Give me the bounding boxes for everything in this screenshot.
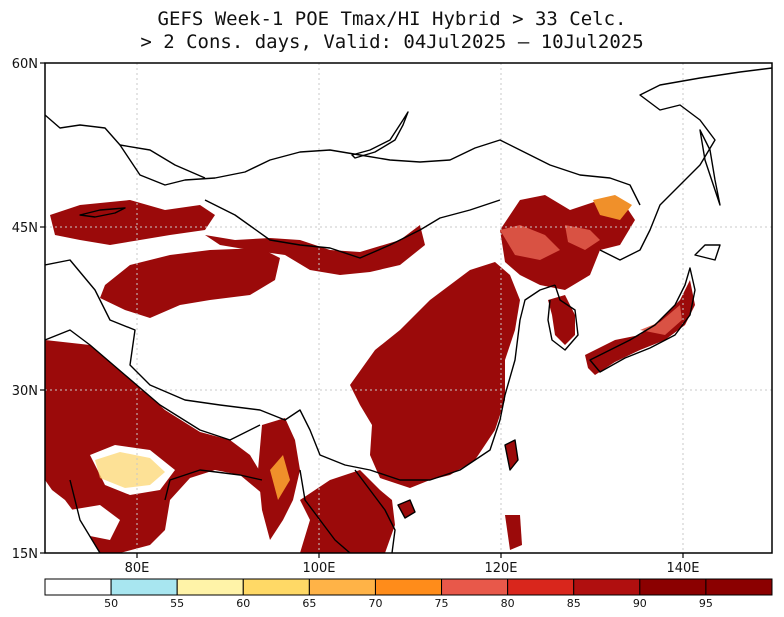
lat-label-60n: 60N xyxy=(12,57,38,72)
colorbar-label: 90 xyxy=(633,597,647,610)
lon-label-140e: 140E xyxy=(666,561,699,576)
colorbar-swatch xyxy=(176,578,244,596)
colorbar-swatch xyxy=(639,578,707,596)
colorbar-label: 75 xyxy=(435,597,449,610)
colorbar-label: 50 xyxy=(104,597,118,610)
colorbar-label: 70 xyxy=(368,597,382,610)
colorbar-swatch xyxy=(308,578,376,596)
poe-mid-region xyxy=(500,225,682,335)
map-frame xyxy=(44,62,773,554)
colorbar: 50 55 60 65 70 75 80 85 90 95 xyxy=(44,578,773,610)
colorbar-swatch xyxy=(242,578,310,596)
colorbar-swatch xyxy=(44,578,112,596)
lon-label-120e: 120E xyxy=(484,561,517,576)
colorbar-swatch xyxy=(507,578,575,596)
lat-label-30n: 30N xyxy=(12,384,38,399)
colorbar-swatch xyxy=(374,578,443,596)
map-title-line-1: GEFS Week-1 POE Tmax/HI Hybrid > 33 Celc… xyxy=(157,8,627,30)
map-title-line-2: > 2 Cons. days, Valid: 04Jul2025 – 10Jul… xyxy=(140,31,644,53)
colorbar-swatch xyxy=(441,578,509,596)
colorbar-label: 95 xyxy=(699,597,713,610)
lat-label-15n: 15N xyxy=(12,547,38,562)
colorbar-swatch xyxy=(705,578,773,596)
lon-label-80e: 80E xyxy=(125,561,150,576)
colorbar-label: 65 xyxy=(302,597,316,610)
colorbar-swatch xyxy=(110,578,178,596)
colorbar-label: 60 xyxy=(236,597,250,610)
lat-label-45n: 45N xyxy=(12,221,38,236)
tick-marks xyxy=(40,62,684,558)
coastlines-and-borders xyxy=(45,67,772,553)
poe-low-region xyxy=(70,195,632,540)
colorbar-label: 55 xyxy=(170,597,184,610)
lon-label-100e: 100E xyxy=(302,561,335,576)
map-area xyxy=(45,195,695,553)
colorbar-label: 80 xyxy=(501,597,515,610)
colorbar-label: 85 xyxy=(567,597,581,610)
colorbar-swatch xyxy=(573,578,641,596)
poe-high-region xyxy=(45,195,695,553)
